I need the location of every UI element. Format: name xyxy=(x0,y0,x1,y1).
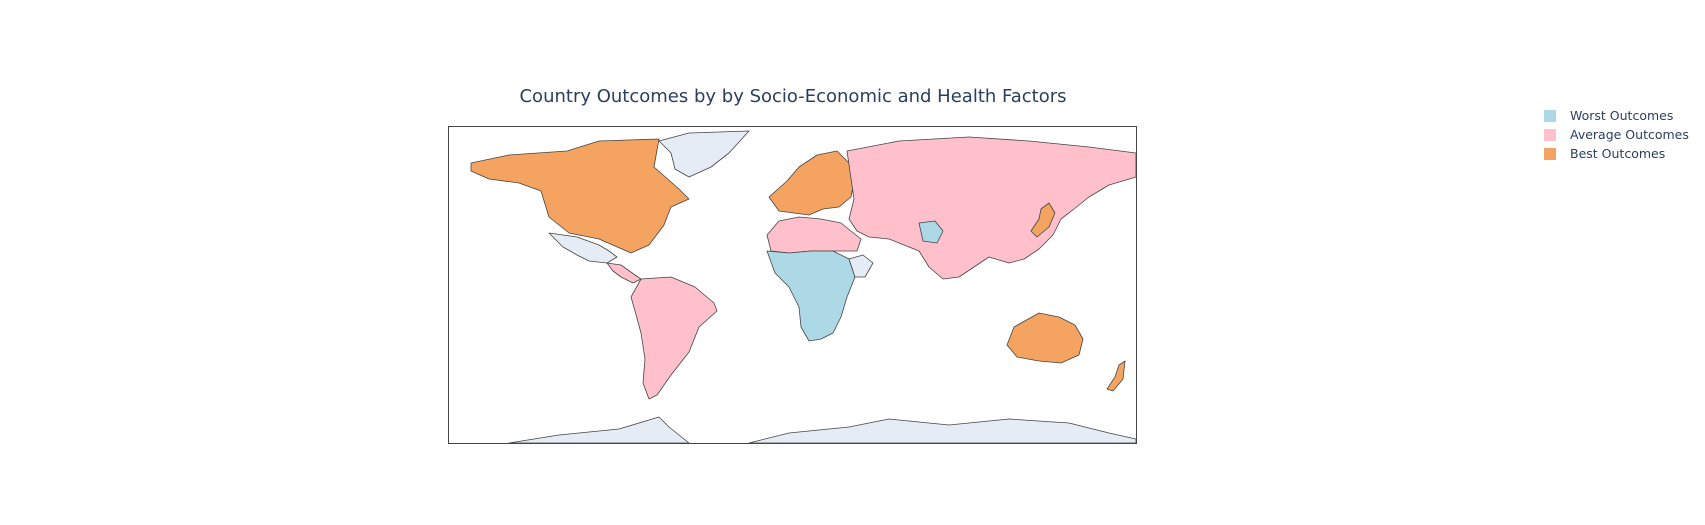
region-mexico[interactable] xyxy=(548,232,618,264)
region-australia[interactable] xyxy=(1006,312,1084,364)
legend-swatch-worst xyxy=(1544,109,1556,122)
region-horn-of-africa[interactable] xyxy=(848,254,874,278)
legend-swatch-average xyxy=(1544,128,1556,141)
legend-item-average[interactable]: Average Outcomes xyxy=(1544,125,1689,144)
map-canvas xyxy=(470,130,1136,443)
region-greenland[interactable] xyxy=(658,130,750,178)
legend-label-best: Best Outcomes xyxy=(1570,146,1666,161)
region-antarctica[interactable] xyxy=(508,416,1136,443)
region-japan[interactable] xyxy=(1030,202,1056,238)
region-europe[interactable] xyxy=(768,150,855,216)
legend-label-average: Average Outcomes xyxy=(1570,127,1689,142)
region-central-america[interactable] xyxy=(606,262,642,284)
region-north-america[interactable] xyxy=(470,138,690,254)
legend-label-worst: Worst Outcomes xyxy=(1570,108,1674,123)
region-russia-and-asia[interactable] xyxy=(846,136,1136,280)
region-sub-saharan-africa[interactable] xyxy=(766,250,856,342)
region-afghanistan[interactable] xyxy=(918,220,944,244)
legend: Worst Outcomes Average Outcomes Best Out… xyxy=(1544,106,1689,163)
region-north-africa[interactable] xyxy=(766,216,862,254)
chart-title: Country Outcomes by by Socio-Economic an… xyxy=(519,86,1067,107)
legend-swatch-best xyxy=(1544,147,1556,160)
legend-item-worst[interactable]: Worst Outcomes xyxy=(1544,106,1689,125)
world-map[interactable] xyxy=(448,126,1137,444)
region-south-america[interactable] xyxy=(630,276,718,400)
legend-item-best[interactable]: Best Outcomes xyxy=(1544,144,1689,163)
region-new-zealand[interactable] xyxy=(1106,360,1126,392)
